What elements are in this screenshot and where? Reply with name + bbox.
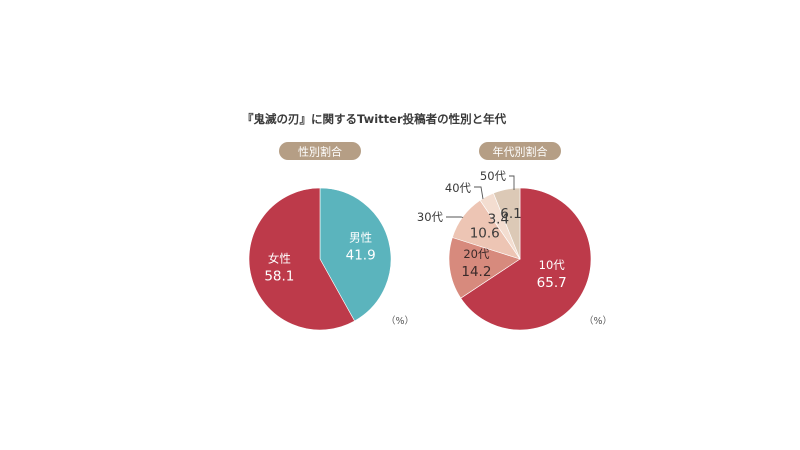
age-unit: （%） <box>584 315 612 327</box>
slice-value-1-3: 3.4 <box>488 211 509 227</box>
slice-value-1-1: 14.2 <box>461 264 491 280</box>
leader-line-50 <box>509 175 515 190</box>
gender-unit: （%） <box>386 315 414 327</box>
gender-pill <box>279 142 361 160</box>
slice-label-0-1: 女性 <box>268 252 291 266</box>
slice-label-1-3: 40代 <box>445 181 472 195</box>
pie-slice-0-1 <box>248 187 355 331</box>
gender-pie: 男性 41.9 女性 58.1 <box>248 187 392 331</box>
age-chart: 年代別割合 10代 65.7 20代 14.2 10.63.46.1 30代 40代 50代… <box>417 142 612 331</box>
pie-slice-1-1 <box>448 237 521 299</box>
slice-value-1-4: 6.1 <box>500 206 521 222</box>
slice-label-0-0: 男性 <box>349 230 372 244</box>
gender-pill-label: 性別割合 <box>298 145 342 159</box>
age-pill-label: 年代別割合 <box>493 145 548 159</box>
chart-title: 『鬼滅の刃』に関するTwitter投稿者の性別と年代 <box>242 112 507 126</box>
pie-slice-1-4 <box>493 187 521 260</box>
slice-label-1-4: 50代 <box>480 169 507 183</box>
slice-value-1-0: 65.7 <box>537 275 567 291</box>
slice-label-1-0: 10代 <box>539 258 566 272</box>
slice-value-0-1: 58.1 <box>264 269 294 285</box>
gender-chart: 性別割合 男性 41.9 女性 58.1 （%） <box>248 142 414 331</box>
age-pill <box>479 142 561 160</box>
slice-label-1-1: 20代 <box>463 247 490 261</box>
leader-line-30 <box>446 216 464 218</box>
age-pie: 10代 65.7 20代 14.2 10.63.46.1 <box>448 187 592 331</box>
slice-value-1-2: 10.6 <box>470 226 500 242</box>
leader-line-40 <box>474 186 484 200</box>
pie-slice-1-0 <box>460 187 592 331</box>
age-leader-lines: 30代 40代 50代 <box>417 169 515 224</box>
slice-value-0-0: 41.9 <box>346 247 376 263</box>
pie-slice-0-0 <box>319 187 392 322</box>
slice-label-1-2: 30代 <box>417 210 444 224</box>
